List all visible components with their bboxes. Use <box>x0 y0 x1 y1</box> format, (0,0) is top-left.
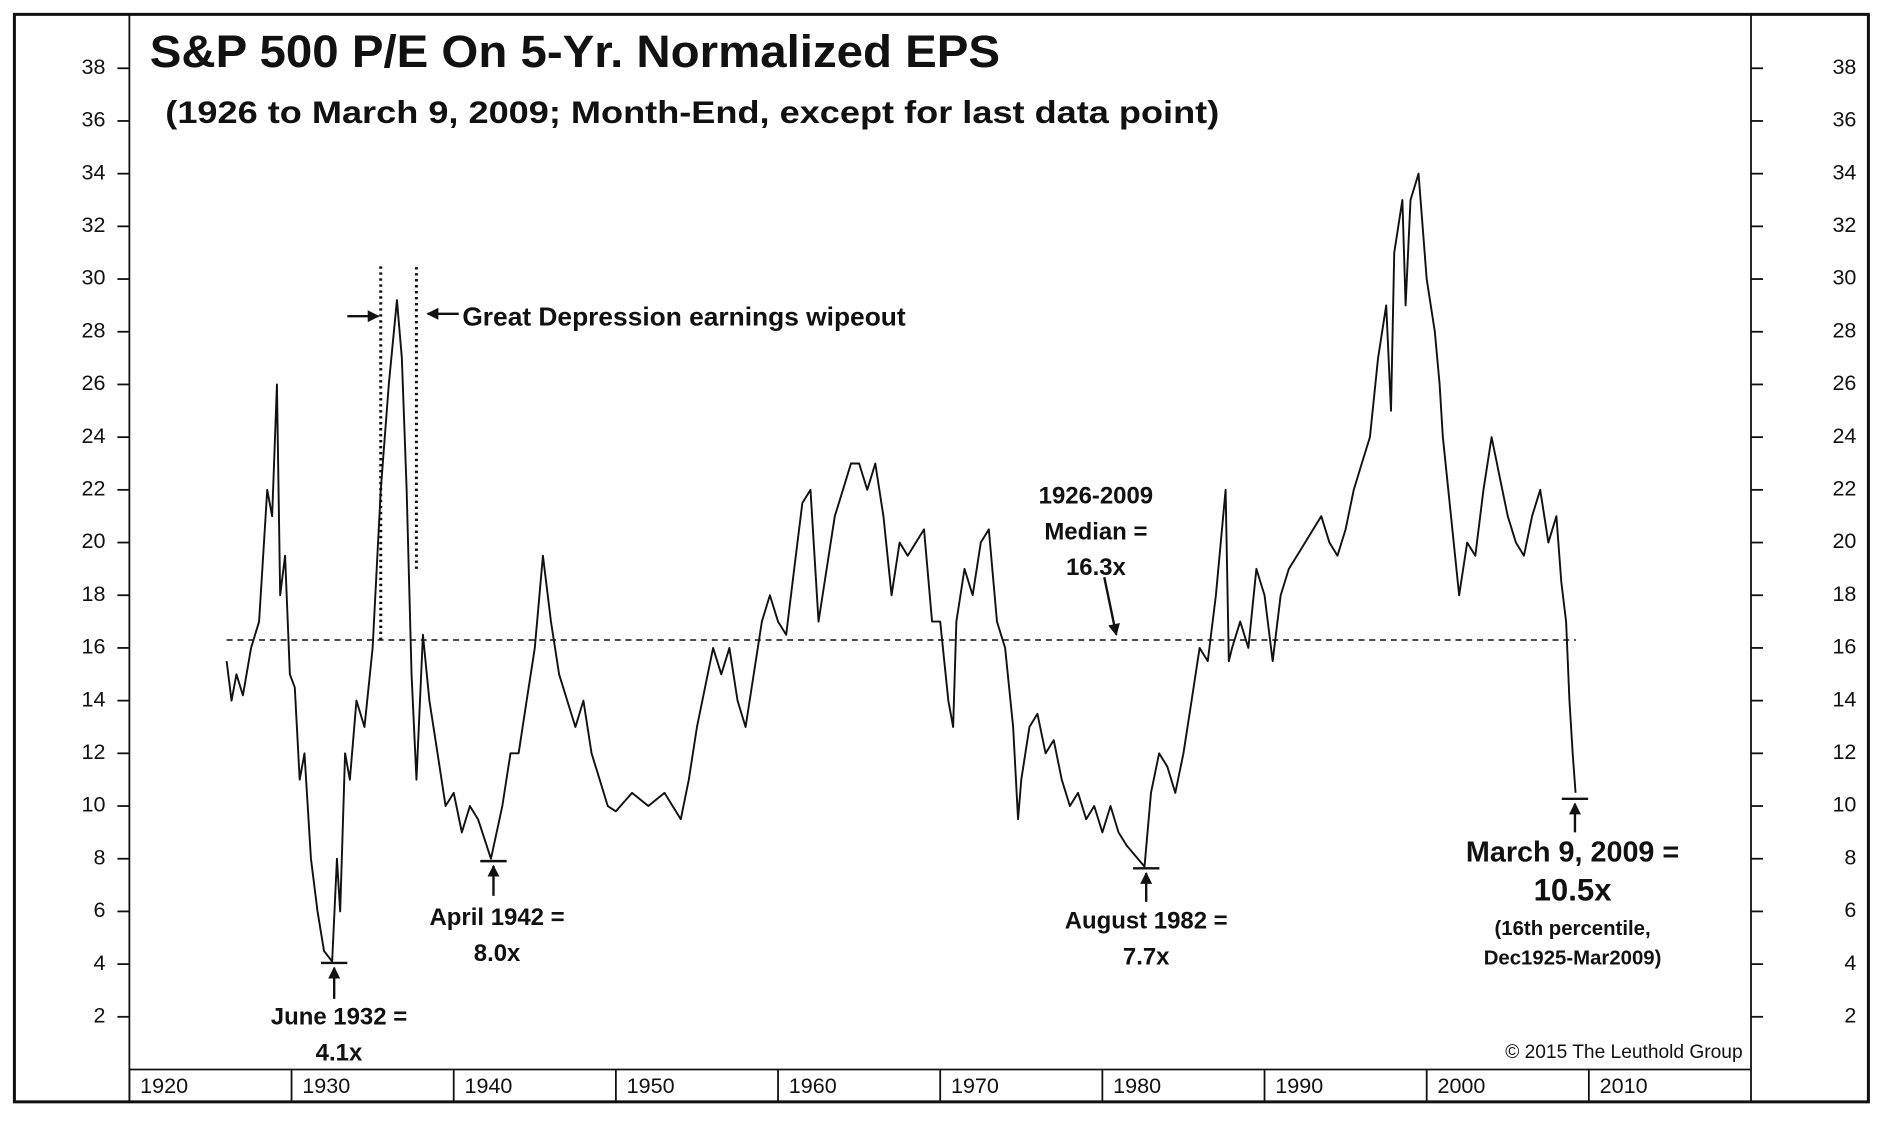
annotation: 4.1x <box>316 1039 363 1066</box>
y2-tick-label: 16 <box>1832 634 1856 659</box>
x-tick-label: 1960 <box>789 1073 837 1098</box>
y2-tick-label: 36 <box>1832 107 1856 132</box>
y-tick-label: 4 <box>93 950 105 975</box>
y-tick-label: 30 <box>81 265 105 290</box>
y2-tick-label: 28 <box>1832 317 1856 342</box>
y2-tick-label: 10 <box>1832 792 1856 817</box>
annotation: 10.5x <box>1534 872 1613 907</box>
y2-tick-label: 22 <box>1832 476 1856 501</box>
x-tick-label: 1930 <box>302 1073 350 1098</box>
y-tick-label: 28 <box>81 317 105 342</box>
chart-subtitle: (1926 to March 9, 2009; Month-End, excep… <box>165 95 1219 130</box>
y2-tick-label: 34 <box>1832 159 1856 184</box>
annotation: April 1942 = <box>430 904 565 931</box>
y2-tick-label: 26 <box>1832 370 1856 395</box>
y2-tick-label: 8 <box>1844 844 1856 869</box>
y-tick-label: 2 <box>93 1003 105 1028</box>
x-tick-label: 1970 <box>951 1073 999 1098</box>
annotation: August 1982 = <box>1065 908 1228 935</box>
x-tick-label: 1950 <box>627 1073 675 1098</box>
y2-tick-label: 30 <box>1832 265 1856 290</box>
y-tick-label: 26 <box>81 370 105 395</box>
y2-tick-label: 14 <box>1832 686 1856 711</box>
arrow <box>1103 577 1120 636</box>
y-tick-label: 24 <box>81 423 105 448</box>
y2-tick-label: 32 <box>1832 212 1856 237</box>
y-tick-label: 6 <box>93 897 105 922</box>
y-tick-label: 22 <box>81 476 105 501</box>
y-tick-label: 16 <box>81 634 105 659</box>
y2-tick-label: 4 <box>1844 950 1856 975</box>
y-tick-label: 12 <box>81 739 105 764</box>
data-line <box>225 172 1577 963</box>
y2-tick-label: 6 <box>1844 897 1856 922</box>
y-tick-label: 36 <box>81 107 105 132</box>
y-tick-label: 34 <box>81 159 105 184</box>
x-tick-label: 1980 <box>1113 1073 1161 1098</box>
source-note: © 2015 The Leuthold Group <box>1505 1042 1742 1063</box>
annotation: Dec1925-Mar2009) <box>1484 948 1662 970</box>
annotation: 1926-2009 <box>1039 482 1153 509</box>
annotation: 7.7x <box>1123 943 1170 970</box>
y2-tick-label: 2 <box>1844 1003 1856 1028</box>
annotation: March 9, 2009 = <box>1466 837 1679 869</box>
x-tick-label: 1990 <box>1275 1073 1323 1098</box>
y2-tick-label: 20 <box>1832 528 1856 553</box>
chart-title: S&P 500 P/E On 5-Yr. Normalized EPS <box>150 26 1000 77</box>
y2-tick-label: 12 <box>1832 739 1856 764</box>
x-tick-label: 1920 <box>140 1073 188 1098</box>
y-tick-label: 38 <box>81 54 105 79</box>
y2-tick-label: 38 <box>1832 54 1856 79</box>
annotation: 16.3x <box>1066 554 1127 581</box>
x-tick-label: 2010 <box>1600 1073 1648 1098</box>
y-tick-label: 18 <box>81 581 105 606</box>
annotation: Great Depression earnings wipeout <box>462 302 906 332</box>
x-tick-label: 2000 <box>1437 1073 1485 1098</box>
annotation: 8.0x <box>474 940 521 967</box>
y-tick-label: 20 <box>81 528 105 553</box>
y-tick-label: 32 <box>81 212 105 237</box>
annotation: Median = <box>1044 518 1147 545</box>
pointers <box>321 307 1589 999</box>
y2-tick-label: 24 <box>1832 423 1856 448</box>
y-tick-label: 14 <box>81 686 105 711</box>
annotation: June 1932 = <box>271 1003 407 1030</box>
y2-tick-label: 18 <box>1832 581 1856 606</box>
annotation: (16th percentile, <box>1494 918 1650 940</box>
x-tick-label: 1940 <box>464 1073 512 1098</box>
y-tick-label: 8 <box>93 844 105 869</box>
y-tick-label: 10 <box>81 792 105 817</box>
